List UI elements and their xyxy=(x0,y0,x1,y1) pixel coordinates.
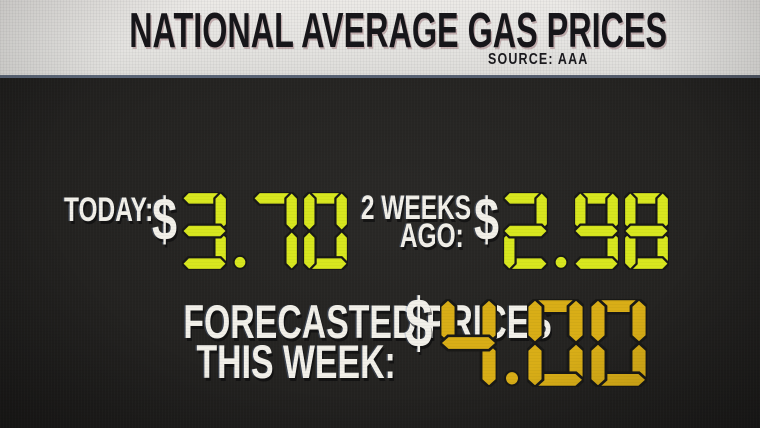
seven-segment-digit xyxy=(624,192,669,270)
decimal-point xyxy=(553,255,569,270)
seven-segment-digit xyxy=(503,192,548,270)
decimal-point xyxy=(504,370,520,387)
forecast-value-display xyxy=(440,299,647,387)
forecast-label: FORECASTED PRICES THIS WEEK: xyxy=(40,298,552,388)
seven-segment-digit xyxy=(527,299,584,387)
forecast-label-line2: THIS WEEK: xyxy=(196,335,396,388)
two-weeks-ago-label: 2 WEEKS AGO: xyxy=(318,189,472,255)
two-weeks-ago-label-line2: AGO: xyxy=(400,217,464,255)
seven-segment-digit xyxy=(574,192,619,270)
forecast-currency-symbol: $ xyxy=(405,284,433,362)
seven-segment-digit xyxy=(182,192,227,270)
today-value-display xyxy=(182,192,348,270)
seven-segment-digit xyxy=(590,299,647,387)
decimal-point xyxy=(232,255,248,270)
source-label: SOURCE: AAA xyxy=(488,51,589,68)
seven-segment-digit xyxy=(440,299,497,387)
page-title: NATIONAL AVERAGE GAS PRICES xyxy=(129,4,668,58)
seven-segment-digit xyxy=(303,192,348,270)
seven-segment-digit xyxy=(253,192,298,270)
today-label-text: TODAY: xyxy=(64,191,154,229)
header-bar: NATIONAL AVERAGE GAS PRICES SOURCE: AAA xyxy=(0,0,760,78)
two-weeks-ago-value-display xyxy=(503,192,669,270)
price-board: TODAY: $ 2 WEEKS AGO: $ FORECASTED PRICE… xyxy=(0,78,760,428)
today-currency-symbol: $ xyxy=(152,186,178,253)
today-label: TODAY: xyxy=(64,193,188,227)
two-weeks-ago-label-line1: 2 WEEKS xyxy=(360,189,472,227)
two-weeks-ago-currency-symbol: $ xyxy=(474,186,500,253)
